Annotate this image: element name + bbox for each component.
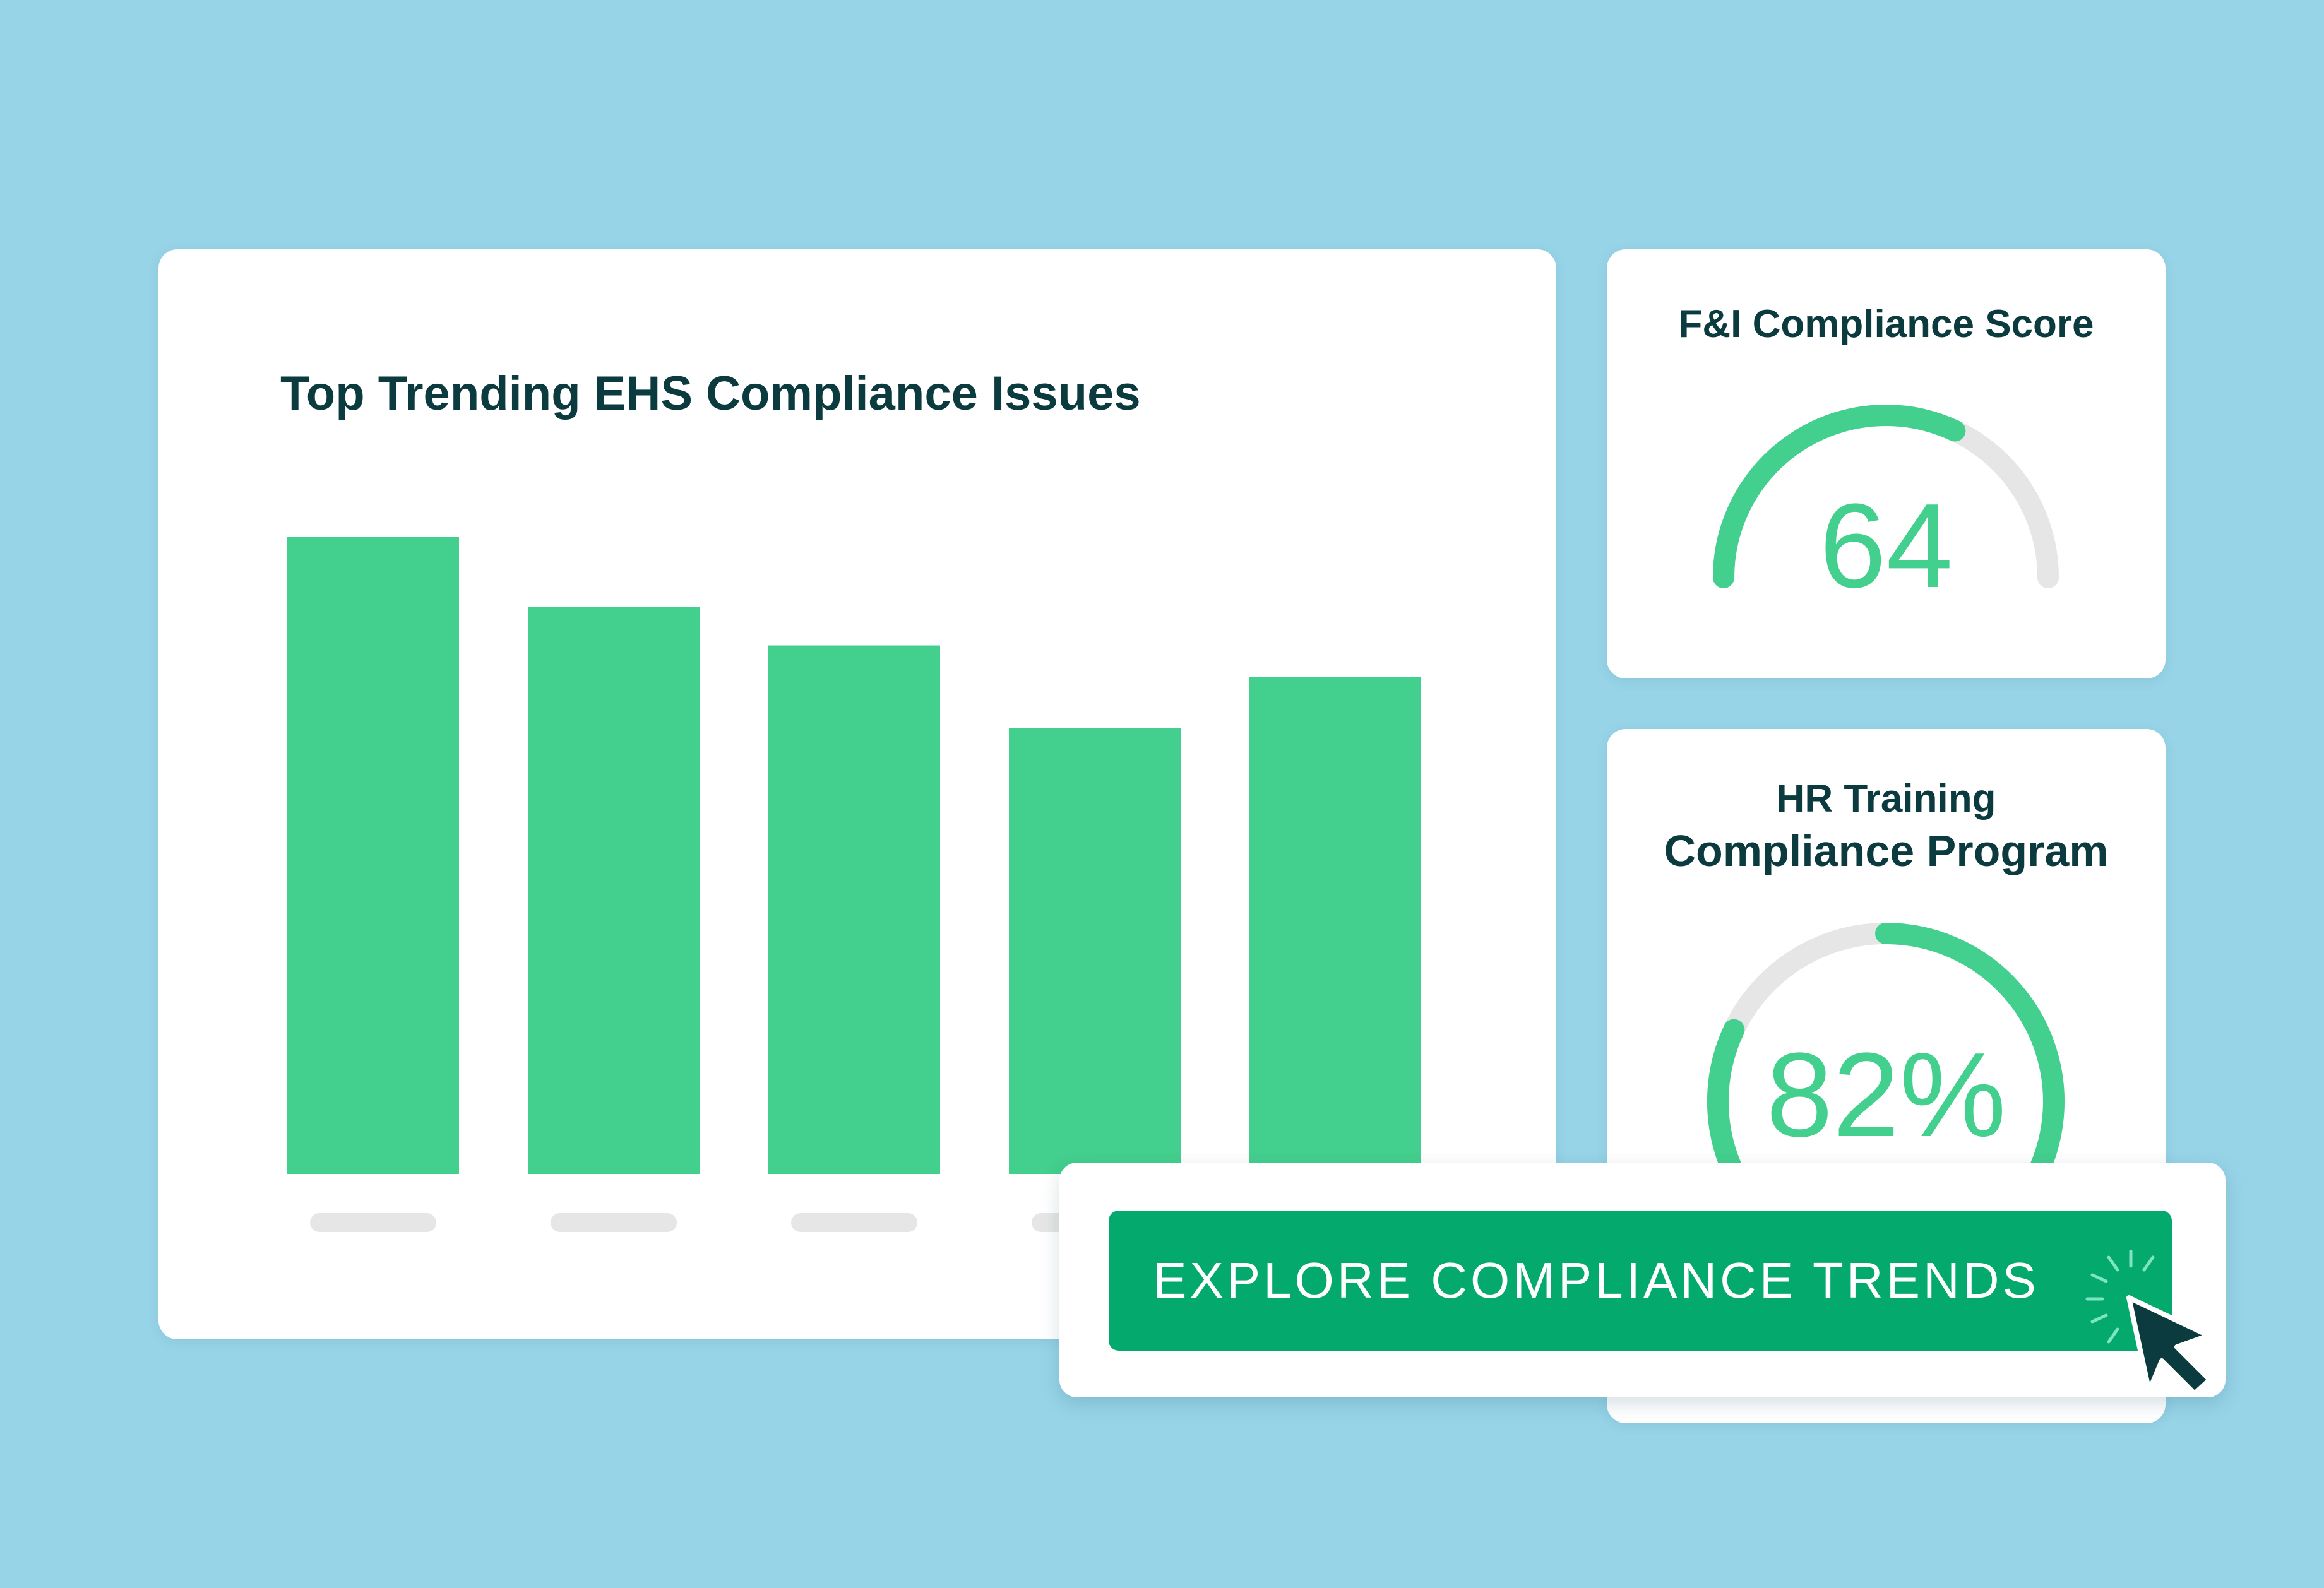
fi-score-title: F&I Compliance Score	[1678, 302, 2094, 346]
x-label-placeholder-2	[551, 1213, 677, 1232]
fi-score-card	[1607, 249, 2166, 678]
hr-training-value: 82%	[1766, 1028, 2006, 1162]
bar-2	[528, 607, 700, 1174]
cursor-graphic	[2085, 1250, 2212, 1396]
bar-chart	[287, 537, 1421, 1232]
fi-score-value: 64	[1819, 479, 1953, 613]
hr-training-title-line1: HR Training	[1776, 777, 1996, 821]
bar-1	[287, 537, 459, 1174]
bar-3	[768, 645, 940, 1174]
fi-gauge-fill	[1713, 405, 1966, 588]
x-label-placeholder-1	[310, 1213, 436, 1232]
click-burst-icon	[2085, 1250, 2155, 1344]
chart-title: Top Trending EHS Compliance Issues	[280, 367, 1141, 420]
fi-score-gauge	[1713, 405, 2059, 588]
bar-4	[1009, 728, 1181, 1174]
hr-training-title-line2: Compliance Program	[1664, 826, 2109, 875]
x-label-placeholder-3	[791, 1213, 917, 1232]
explore-compliance-trends-button[interactable]	[1109, 1211, 2172, 1351]
cta-button-label: EXPLORE COMPLIANCE TRENDS	[1153, 1252, 2039, 1308]
bar-5	[1249, 677, 1421, 1174]
cursor-arrow-icon	[2126, 1295, 2212, 1396]
